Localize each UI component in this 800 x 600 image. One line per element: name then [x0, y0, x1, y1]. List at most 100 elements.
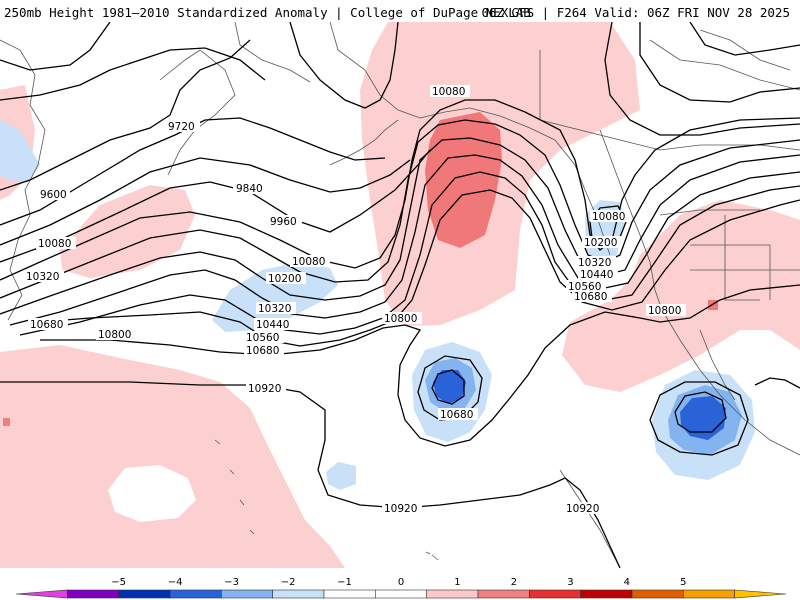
- positive-anomaly-west-pacific: [60, 185, 195, 278]
- contour-label: 10200: [268, 273, 301, 285]
- contour-low2-inner: [674, 391, 727, 433]
- contour-label: 10680: [440, 409, 473, 421]
- contour-label: 10680: [246, 345, 279, 357]
- contour-label: 9720: [168, 121, 195, 133]
- baja-coast: [699, 329, 736, 401]
- contour-north-6: [689, 22, 800, 56]
- neutral-pocket: [108, 465, 196, 522]
- legend-tick-label: −1: [337, 577, 352, 588]
- contour-low1-inner: [431, 369, 465, 405]
- contour-north-5: [639, 22, 800, 103]
- contour-label: 10080: [432, 86, 465, 98]
- coastlines: [0, 22, 800, 569]
- contour-9840: [0, 157, 411, 246]
- legend-tick-label: 5: [680, 577, 686, 588]
- legend-swatch: [631, 589, 684, 599]
- legend-tick-label: 1: [454, 577, 460, 588]
- legend-swatch: [580, 589, 633, 599]
- us-states: [659, 209, 800, 301]
- contour-label: 9840: [236, 183, 263, 195]
- legend-swatch: [375, 589, 427, 599]
- greenland-coast: [649, 29, 800, 91]
- contour-north-1: [0, 22, 111, 71]
- legend-swatch: [272, 589, 325, 599]
- legend-swatch: [683, 589, 735, 599]
- contour-10320: [0, 137, 800, 315]
- negative-anomaly-pacific-trough: [212, 262, 338, 332]
- contour-north-3: [289, 22, 399, 109]
- contour-label: 9960: [270, 216, 297, 228]
- contour-north-4: [604, 22, 800, 136]
- contour-label: 10080: [38, 238, 71, 250]
- legend-tick-label: 0: [398, 577, 404, 588]
- legend-color-bar: [15, 589, 787, 599]
- legend-tick-label: 2: [511, 577, 517, 588]
- legend-swatch: [15, 589, 68, 599]
- contour-label: 9600: [40, 189, 67, 201]
- contour-label: 10920: [566, 503, 599, 515]
- positive-anomaly-west-us: [562, 200, 800, 392]
- contour-low1-outer: [417, 355, 483, 421]
- hawaii: [425, 551, 439, 561]
- color-legend: −5 −4 −3 −2 −1 0 1 2 3 4 5: [15, 577, 787, 599]
- contour-label: 10440: [256, 319, 289, 331]
- contour-10440: [9, 154, 800, 326]
- negative-anomaly-islands: [326, 462, 356, 490]
- contour-10200: [0, 119, 800, 299]
- contour-9720: [0, 117, 386, 226]
- contour-label: 10560: [246, 332, 279, 344]
- legend-tick-label: 4: [624, 577, 630, 588]
- legend-tick-label: −3: [224, 577, 239, 588]
- contour-label: 10320: [578, 257, 611, 269]
- contour-10800-main: [40, 284, 800, 447]
- contour-labels: 9600 9720 9840 9960 10080 10080 10080 10…: [24, 85, 686, 515]
- positive-anomaly-subtropics: [0, 345, 345, 568]
- contour-10680-main: [39, 189, 800, 347]
- legend-tick-label: 3: [567, 577, 573, 588]
- legend-ticks: −5 −4 −3 −2 −1 0 1 2 3 4 5: [111, 577, 686, 588]
- contour-north-2: [0, 47, 266, 101]
- contour-label: 10920: [384, 503, 417, 515]
- contour-label: 10800: [384, 313, 417, 325]
- legend-swatch: [529, 589, 581, 599]
- chart-title: 250mb Height 1981–2010 Standardized Anom…: [4, 5, 531, 20]
- legend-swatch: [323, 589, 376, 599]
- legend-tick-label: −5: [111, 577, 126, 588]
- contour-label: 10680: [574, 291, 607, 303]
- model-valid-time: 06Z GFS | F264 Valid: 06Z FRI NOV 28 202…: [481, 5, 790, 20]
- legend-swatch: [477, 589, 530, 599]
- negative-anomaly-west-edge: [0, 120, 40, 182]
- alaska-coast: [329, 22, 611, 256]
- legend-swatch: [734, 589, 787, 599]
- positive-anomaly-core: [425, 112, 502, 248]
- contour-low2-outer: [649, 381, 749, 456]
- height-contours: [0, 22, 800, 569]
- anomaly-map: 9600 9720 9840 9960 10080 10080 10080 10…: [0, 22, 800, 569]
- mexico-coast: [559, 469, 621, 569]
- header-bar: 250mb Height 1981–2010 Standardized Anom…: [0, 0, 800, 22]
- contour-label: 10800: [648, 305, 681, 317]
- legend-swatch: [118, 589, 171, 599]
- contour-label: 10800: [98, 329, 131, 341]
- contour-label: 10320: [258, 303, 291, 315]
- chukotka-coast: [234, 22, 311, 83]
- contour-10080-main: [0, 99, 800, 281]
- contour-9960: [0, 149, 431, 263]
- aleutians: [329, 119, 399, 166]
- warm-dot-2: [708, 300, 718, 310]
- anomaly-shading: [0, 22, 800, 568]
- contour-label: 10080: [292, 256, 325, 268]
- legend-swatch: [67, 589, 119, 599]
- contour-10560: [19, 171, 800, 336]
- negative-anomaly-low1-core: [433, 370, 466, 404]
- legend-swatch: [169, 589, 222, 599]
- contour-label: 10680: [30, 319, 63, 331]
- contour-label: 10920: [248, 383, 281, 395]
- contour-10920: [0, 381, 621, 569]
- contour-label: 10080: [592, 211, 625, 223]
- warm-dot: [3, 418, 10, 426]
- kamchatka-coast: [159, 49, 236, 176]
- canada-border: [539, 50, 800, 151]
- legend-swatch: [221, 589, 273, 599]
